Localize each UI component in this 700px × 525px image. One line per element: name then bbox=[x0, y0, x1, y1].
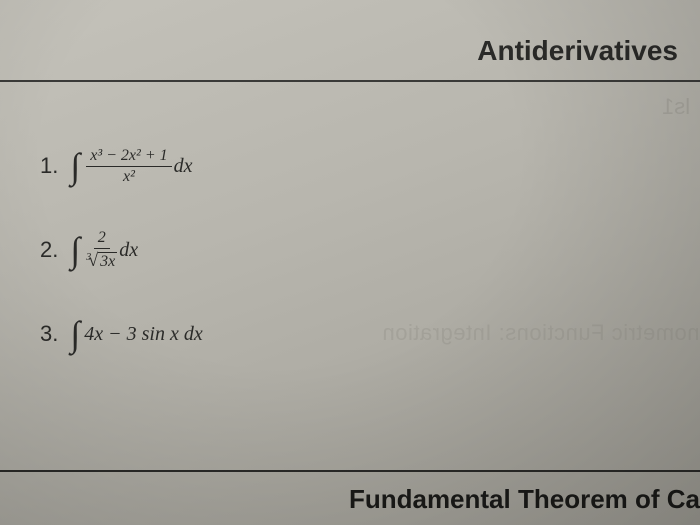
bleed-through-text-top: ls1 bbox=[662, 94, 690, 120]
bleed-through-text-middle: nometric Functions: Integration bbox=[382, 320, 700, 346]
integral-sign: ∫ bbox=[70, 229, 80, 271]
problem-2: 2. ∫ 2 3√3x dx bbox=[40, 229, 203, 271]
differential: dx bbox=[119, 239, 138, 262]
footer-title: Fundamental Theorem of Ca bbox=[349, 484, 700, 515]
fraction: x³ − 2x² + 1 x² bbox=[86, 147, 171, 186]
fraction: 2 3√3x bbox=[86, 229, 117, 271]
integral-sign: ∫ bbox=[70, 145, 80, 187]
problem-1: 1. ∫ x³ − 2x² + 1 x² dx bbox=[40, 145, 203, 187]
differential: dx bbox=[174, 155, 193, 178]
problem-number: 2. bbox=[40, 237, 58, 263]
denominator: 3√3x bbox=[86, 249, 117, 271]
denominator: x² bbox=[123, 167, 135, 186]
problem-list: 1. ∫ x³ − 2x² + 1 x² dx 2. ∫ 2 3√3x dx 3… bbox=[40, 145, 203, 397]
problem-number: 3. bbox=[40, 321, 58, 347]
footer-section: Fundamental Theorem of Ca bbox=[0, 470, 700, 525]
header-title: Antiderivatives bbox=[477, 35, 678, 67]
paper-surface: Antiderivatives ls1 1. ∫ x³ − 2x² + 1 x²… bbox=[0, 0, 700, 525]
problem-number: 1. bbox=[40, 153, 58, 179]
numerator: 2 bbox=[94, 229, 110, 249]
integrand: 4x − 3 sin x dx bbox=[84, 323, 202, 346]
integral-sign: ∫ bbox=[70, 313, 80, 355]
problem-3: 3. ∫ 4x − 3 sin x dx bbox=[40, 313, 203, 355]
radicand: 3x bbox=[98, 252, 117, 270]
numerator: x³ − 2x² + 1 bbox=[86, 147, 171, 167]
header-section: Antiderivatives bbox=[0, 0, 700, 82]
radical-sign: √ bbox=[88, 250, 98, 270]
